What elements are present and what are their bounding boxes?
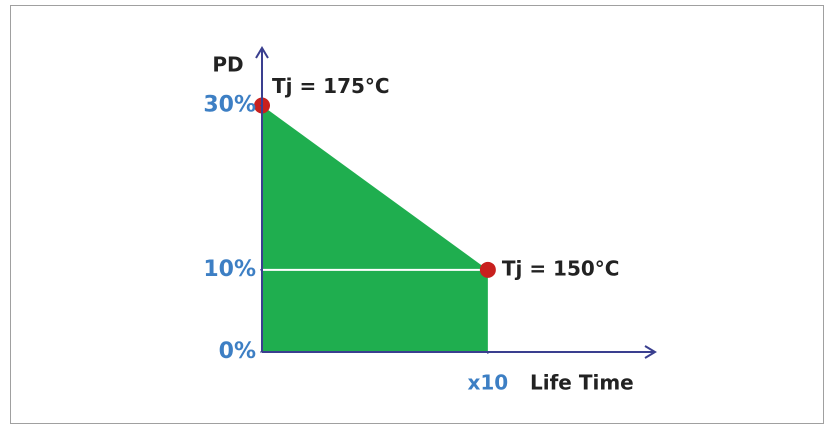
annotation: Tj = 150°C <box>502 256 620 280</box>
y-tick-label: 10% <box>203 257 256 282</box>
y-tick-label: 30% <box>203 93 256 118</box>
area <box>262 105 488 352</box>
x-tick-label: x10 <box>467 371 508 395</box>
point <box>479 261 496 278</box>
y-arrow <box>255 46 269 59</box>
x-axis-label: Life Time <box>530 371 634 395</box>
x-arrow <box>644 345 657 359</box>
frame <box>10 5 824 424</box>
y-tick-label: 0% <box>219 339 256 364</box>
annotation: Tj = 175°C <box>272 74 390 98</box>
y-axis-label: PD <box>212 53 243 77</box>
